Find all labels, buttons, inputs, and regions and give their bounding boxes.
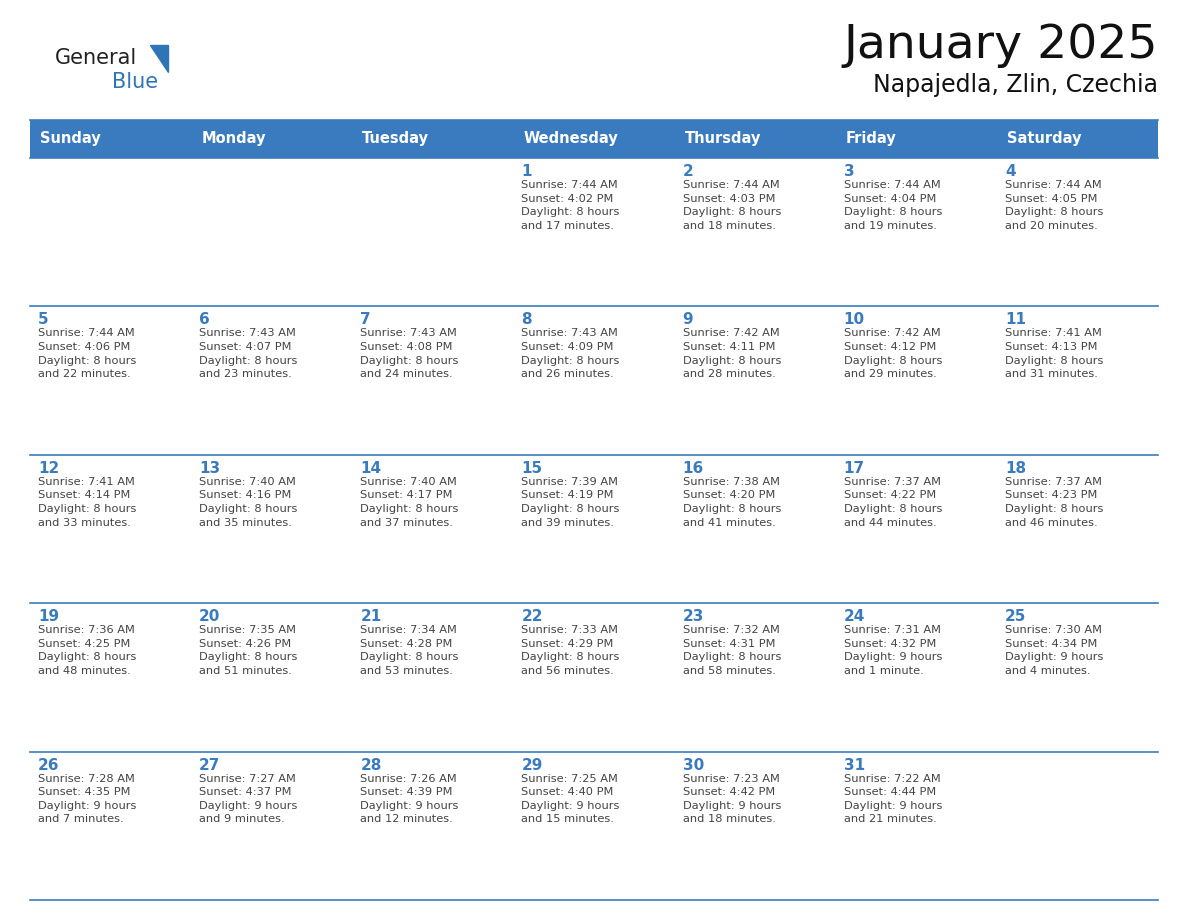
Text: 27: 27 — [200, 757, 221, 773]
Text: 29: 29 — [522, 757, 543, 773]
Text: Blue: Blue — [112, 72, 158, 92]
Text: 10: 10 — [843, 312, 865, 328]
Text: Friday: Friday — [846, 131, 897, 147]
Text: Sunrise: 7:25 AM
Sunset: 4:40 PM
Daylight: 9 hours
and 15 minutes.: Sunrise: 7:25 AM Sunset: 4:40 PM Dayligh… — [522, 774, 620, 824]
Text: 8: 8 — [522, 312, 532, 328]
Text: Sunrise: 7:44 AM
Sunset: 4:03 PM
Daylight: 8 hours
and 18 minutes.: Sunrise: 7:44 AM Sunset: 4:03 PM Dayligh… — [683, 180, 781, 230]
Text: Napajedla, Zlin, Czechia: Napajedla, Zlin, Czechia — [873, 73, 1158, 97]
Bar — [30, 454, 1158, 603]
Text: Sunrise: 7:44 AM
Sunset: 4:06 PM
Daylight: 8 hours
and 22 minutes.: Sunrise: 7:44 AM Sunset: 4:06 PM Dayligh… — [38, 329, 137, 379]
Text: Sunrise: 7:26 AM
Sunset: 4:39 PM
Daylight: 9 hours
and 12 minutes.: Sunrise: 7:26 AM Sunset: 4:39 PM Dayligh… — [360, 774, 459, 824]
Text: 22: 22 — [522, 610, 543, 624]
Text: 6: 6 — [200, 312, 210, 328]
Text: Sunday: Sunday — [40, 131, 101, 147]
Text: 17: 17 — [843, 461, 865, 476]
Polygon shape — [150, 45, 168, 72]
Text: Sunrise: 7:35 AM
Sunset: 4:26 PM
Daylight: 8 hours
and 51 minutes.: Sunrise: 7:35 AM Sunset: 4:26 PM Dayligh… — [200, 625, 297, 676]
Bar — [30, 752, 1158, 900]
Text: Wednesday: Wednesday — [524, 131, 618, 147]
Text: Sunrise: 7:28 AM
Sunset: 4:35 PM
Daylight: 9 hours
and 7 minutes.: Sunrise: 7:28 AM Sunset: 4:35 PM Dayligh… — [38, 774, 137, 824]
Text: 20: 20 — [200, 610, 221, 624]
Text: Sunrise: 7:27 AM
Sunset: 4:37 PM
Daylight: 9 hours
and 9 minutes.: Sunrise: 7:27 AM Sunset: 4:37 PM Dayligh… — [200, 774, 297, 824]
Text: Saturday: Saturday — [1007, 131, 1081, 147]
Text: Sunrise: 7:36 AM
Sunset: 4:25 PM
Daylight: 8 hours
and 48 minutes.: Sunrise: 7:36 AM Sunset: 4:25 PM Dayligh… — [38, 625, 137, 676]
Text: Sunrise: 7:41 AM
Sunset: 4:13 PM
Daylight: 8 hours
and 31 minutes.: Sunrise: 7:41 AM Sunset: 4:13 PM Dayligh… — [1005, 329, 1104, 379]
Text: 5: 5 — [38, 312, 49, 328]
Text: January 2025: January 2025 — [843, 23, 1158, 68]
Bar — [30, 603, 1158, 752]
Text: 9: 9 — [683, 312, 693, 328]
Text: Sunrise: 7:37 AM
Sunset: 4:23 PM
Daylight: 8 hours
and 46 minutes.: Sunrise: 7:37 AM Sunset: 4:23 PM Dayligh… — [1005, 476, 1104, 528]
Text: 24: 24 — [843, 610, 865, 624]
Text: Sunrise: 7:40 AM
Sunset: 4:16 PM
Daylight: 8 hours
and 35 minutes.: Sunrise: 7:40 AM Sunset: 4:16 PM Dayligh… — [200, 476, 297, 528]
Text: 15: 15 — [522, 461, 543, 476]
Text: Sunrise: 7:23 AM
Sunset: 4:42 PM
Daylight: 9 hours
and 18 minutes.: Sunrise: 7:23 AM Sunset: 4:42 PM Dayligh… — [683, 774, 781, 824]
Text: 1: 1 — [522, 164, 532, 179]
Text: Sunrise: 7:44 AM
Sunset: 4:04 PM
Daylight: 8 hours
and 19 minutes.: Sunrise: 7:44 AM Sunset: 4:04 PM Dayligh… — [843, 180, 942, 230]
Text: 26: 26 — [38, 757, 59, 773]
Text: 19: 19 — [38, 610, 59, 624]
Text: Sunrise: 7:30 AM
Sunset: 4:34 PM
Daylight: 9 hours
and 4 minutes.: Sunrise: 7:30 AM Sunset: 4:34 PM Dayligh… — [1005, 625, 1104, 676]
Text: 28: 28 — [360, 757, 381, 773]
Bar — [30, 158, 1158, 307]
Text: 4: 4 — [1005, 164, 1016, 179]
Text: Sunrise: 7:43 AM
Sunset: 4:07 PM
Daylight: 8 hours
and 23 minutes.: Sunrise: 7:43 AM Sunset: 4:07 PM Dayligh… — [200, 329, 297, 379]
Text: Sunrise: 7:38 AM
Sunset: 4:20 PM
Daylight: 8 hours
and 41 minutes.: Sunrise: 7:38 AM Sunset: 4:20 PM Dayligh… — [683, 476, 781, 528]
Text: Sunrise: 7:39 AM
Sunset: 4:19 PM
Daylight: 8 hours
and 39 minutes.: Sunrise: 7:39 AM Sunset: 4:19 PM Dayligh… — [522, 476, 620, 528]
Text: 25: 25 — [1005, 610, 1026, 624]
Text: Sunrise: 7:41 AM
Sunset: 4:14 PM
Daylight: 8 hours
and 33 minutes.: Sunrise: 7:41 AM Sunset: 4:14 PM Dayligh… — [38, 476, 137, 528]
Text: Sunrise: 7:44 AM
Sunset: 4:05 PM
Daylight: 8 hours
and 20 minutes.: Sunrise: 7:44 AM Sunset: 4:05 PM Dayligh… — [1005, 180, 1104, 230]
Text: 2: 2 — [683, 164, 694, 179]
Text: Tuesday: Tuesday — [362, 131, 429, 147]
Bar — [30, 307, 1158, 454]
Text: 30: 30 — [683, 757, 703, 773]
Text: Sunrise: 7:40 AM
Sunset: 4:17 PM
Daylight: 8 hours
and 37 minutes.: Sunrise: 7:40 AM Sunset: 4:17 PM Dayligh… — [360, 476, 459, 528]
Text: Sunrise: 7:44 AM
Sunset: 4:02 PM
Daylight: 8 hours
and 17 minutes.: Sunrise: 7:44 AM Sunset: 4:02 PM Dayligh… — [522, 180, 620, 230]
Text: Sunrise: 7:43 AM
Sunset: 4:09 PM
Daylight: 8 hours
and 26 minutes.: Sunrise: 7:43 AM Sunset: 4:09 PM Dayligh… — [522, 329, 620, 379]
Text: 23: 23 — [683, 610, 704, 624]
Text: 16: 16 — [683, 461, 703, 476]
Text: Sunrise: 7:37 AM
Sunset: 4:22 PM
Daylight: 8 hours
and 44 minutes.: Sunrise: 7:37 AM Sunset: 4:22 PM Dayligh… — [843, 476, 942, 528]
Text: Sunrise: 7:34 AM
Sunset: 4:28 PM
Daylight: 8 hours
and 53 minutes.: Sunrise: 7:34 AM Sunset: 4:28 PM Dayligh… — [360, 625, 459, 676]
Text: Sunrise: 7:42 AM
Sunset: 4:12 PM
Daylight: 8 hours
and 29 minutes.: Sunrise: 7:42 AM Sunset: 4:12 PM Dayligh… — [843, 329, 942, 379]
Text: Monday: Monday — [201, 131, 266, 147]
Text: 21: 21 — [360, 610, 381, 624]
Text: 11: 11 — [1005, 312, 1026, 328]
Text: 14: 14 — [360, 461, 381, 476]
Text: Sunrise: 7:32 AM
Sunset: 4:31 PM
Daylight: 8 hours
and 58 minutes.: Sunrise: 7:32 AM Sunset: 4:31 PM Dayligh… — [683, 625, 781, 676]
Text: Sunrise: 7:22 AM
Sunset: 4:44 PM
Daylight: 9 hours
and 21 minutes.: Sunrise: 7:22 AM Sunset: 4:44 PM Dayligh… — [843, 774, 942, 824]
Text: 31: 31 — [843, 757, 865, 773]
Text: Sunrise: 7:31 AM
Sunset: 4:32 PM
Daylight: 9 hours
and 1 minute.: Sunrise: 7:31 AM Sunset: 4:32 PM Dayligh… — [843, 625, 942, 676]
Text: 18: 18 — [1005, 461, 1026, 476]
Text: General: General — [55, 48, 138, 68]
Text: Thursday: Thursday — [684, 131, 762, 147]
Bar — [30, 120, 1158, 158]
Text: Sunrise: 7:42 AM
Sunset: 4:11 PM
Daylight: 8 hours
and 28 minutes.: Sunrise: 7:42 AM Sunset: 4:11 PM Dayligh… — [683, 329, 781, 379]
Text: Sunrise: 7:33 AM
Sunset: 4:29 PM
Daylight: 8 hours
and 56 minutes.: Sunrise: 7:33 AM Sunset: 4:29 PM Dayligh… — [522, 625, 620, 676]
Text: 3: 3 — [843, 164, 854, 179]
Text: Sunrise: 7:43 AM
Sunset: 4:08 PM
Daylight: 8 hours
and 24 minutes.: Sunrise: 7:43 AM Sunset: 4:08 PM Dayligh… — [360, 329, 459, 379]
Text: 13: 13 — [200, 461, 220, 476]
Text: 12: 12 — [38, 461, 59, 476]
Text: 7: 7 — [360, 312, 371, 328]
